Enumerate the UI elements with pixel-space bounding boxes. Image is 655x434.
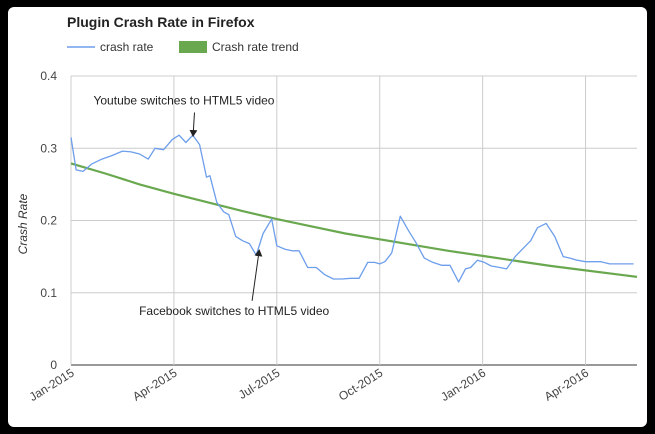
x-tick-label: Jan-2016 [438,366,488,405]
annotation-facebook-arrow [251,249,263,301]
series-lines [70,134,638,283]
annotation-youtube-arrow [189,112,198,138]
annotations: Youtube switches to HTML5 video Facebook … [93,94,329,318]
annotation-youtube-label: Youtube switches to HTML5 video [93,94,274,108]
x-tick-label: Jul-2015 [236,365,283,401]
chart-container: Plugin Crash Rate in Firefox crash rate … [8,7,647,427]
y-tick-label: 0.2 [40,214,57,228]
series-line-trend [70,162,638,278]
y-tick-labels: 0 0.1 0.2 0.3 0.4 [40,69,57,372]
annotation-facebook-label: Facebook switches to HTML5 video [139,304,329,318]
chart-svg: Plugin Crash Rate in Firefox crash rate … [16,14,638,404]
x-tick-label: Apr-2015 [130,366,180,404]
y-axis-label: Crash Rate [16,193,30,254]
x-tick-labels: Jan-2015 Apr-2015 Jul-2015 Oct-2015 Jan-2016… [27,365,592,404]
y-tick-label: 0.4 [40,69,57,83]
gridlines [70,75,637,366]
legend: crash rate Crash rate trend [67,40,299,54]
series-line-crash-rate [70,134,634,283]
legend-label-crash-rate: crash rate [100,40,154,54]
x-tick-label: Apr-2016 [542,366,592,404]
chart-title: Plugin Crash Rate in Firefox [67,14,255,30]
y-tick-label: 0 [50,358,57,372]
legend-label-trend: Crash rate trend [212,40,299,54]
x-tick-label: Oct-2015 [336,365,386,403]
y-tick-label: 0.3 [40,141,57,155]
legend-box-trend [179,41,207,53]
y-tick-label: 0.1 [40,286,57,300]
